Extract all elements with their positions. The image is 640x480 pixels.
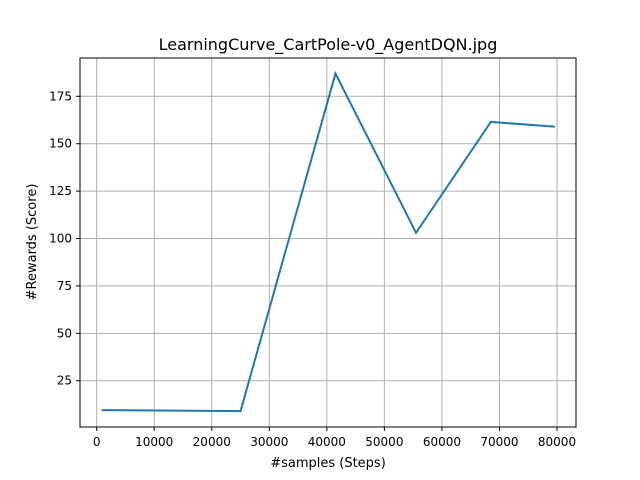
y-tick-label: 175 (49, 89, 72, 103)
y-tick-labels: 25 50 75 100 125 150 175 (49, 89, 72, 387)
x-tick-label: 50000 (365, 435, 403, 449)
series-layer (101, 70, 556, 413)
y-tick-label: 75 (57, 279, 72, 293)
data-point (489, 120, 492, 123)
data-point (415, 231, 418, 234)
plot-frame (79, 57, 577, 428)
y-tick-label: 100 (49, 232, 72, 246)
data-point (553, 125, 556, 128)
tick-marks (76, 95, 558, 431)
x-axis-label: #samples (Steps) (270, 456, 386, 471)
data-point (334, 72, 337, 75)
y-tick-label: 50 (57, 326, 72, 340)
y-tick-label: 125 (49, 184, 72, 198)
x-tick-label: 60000 (423, 435, 461, 449)
x-tick-label: 80000 (538, 435, 576, 449)
y-axis-label: #Rewards (Score) (25, 184, 40, 301)
y-tick-label: 150 (49, 137, 72, 151)
x-tick-label: 10000 (135, 435, 173, 449)
data-point (239, 410, 242, 413)
x-tick-label: 0 (93, 435, 101, 449)
x-tick-labels: 0 10000 20000 30000 40000 50000 60000 70000 8000… (93, 435, 576, 449)
data-point (101, 409, 104, 412)
x-tick-label: 40000 (308, 435, 346, 449)
x-tick-label: 20000 (193, 435, 231, 449)
series-line (102, 70, 555, 413)
x-tick-label: 70000 (480, 435, 518, 449)
grid-lines (80, 58, 576, 427)
x-tick-label: 30000 (250, 435, 288, 449)
chart-title: LearningCurve_CartPole-v0_AgentDQN.jpg (159, 35, 498, 55)
y-tick-label: 25 (57, 374, 72, 388)
